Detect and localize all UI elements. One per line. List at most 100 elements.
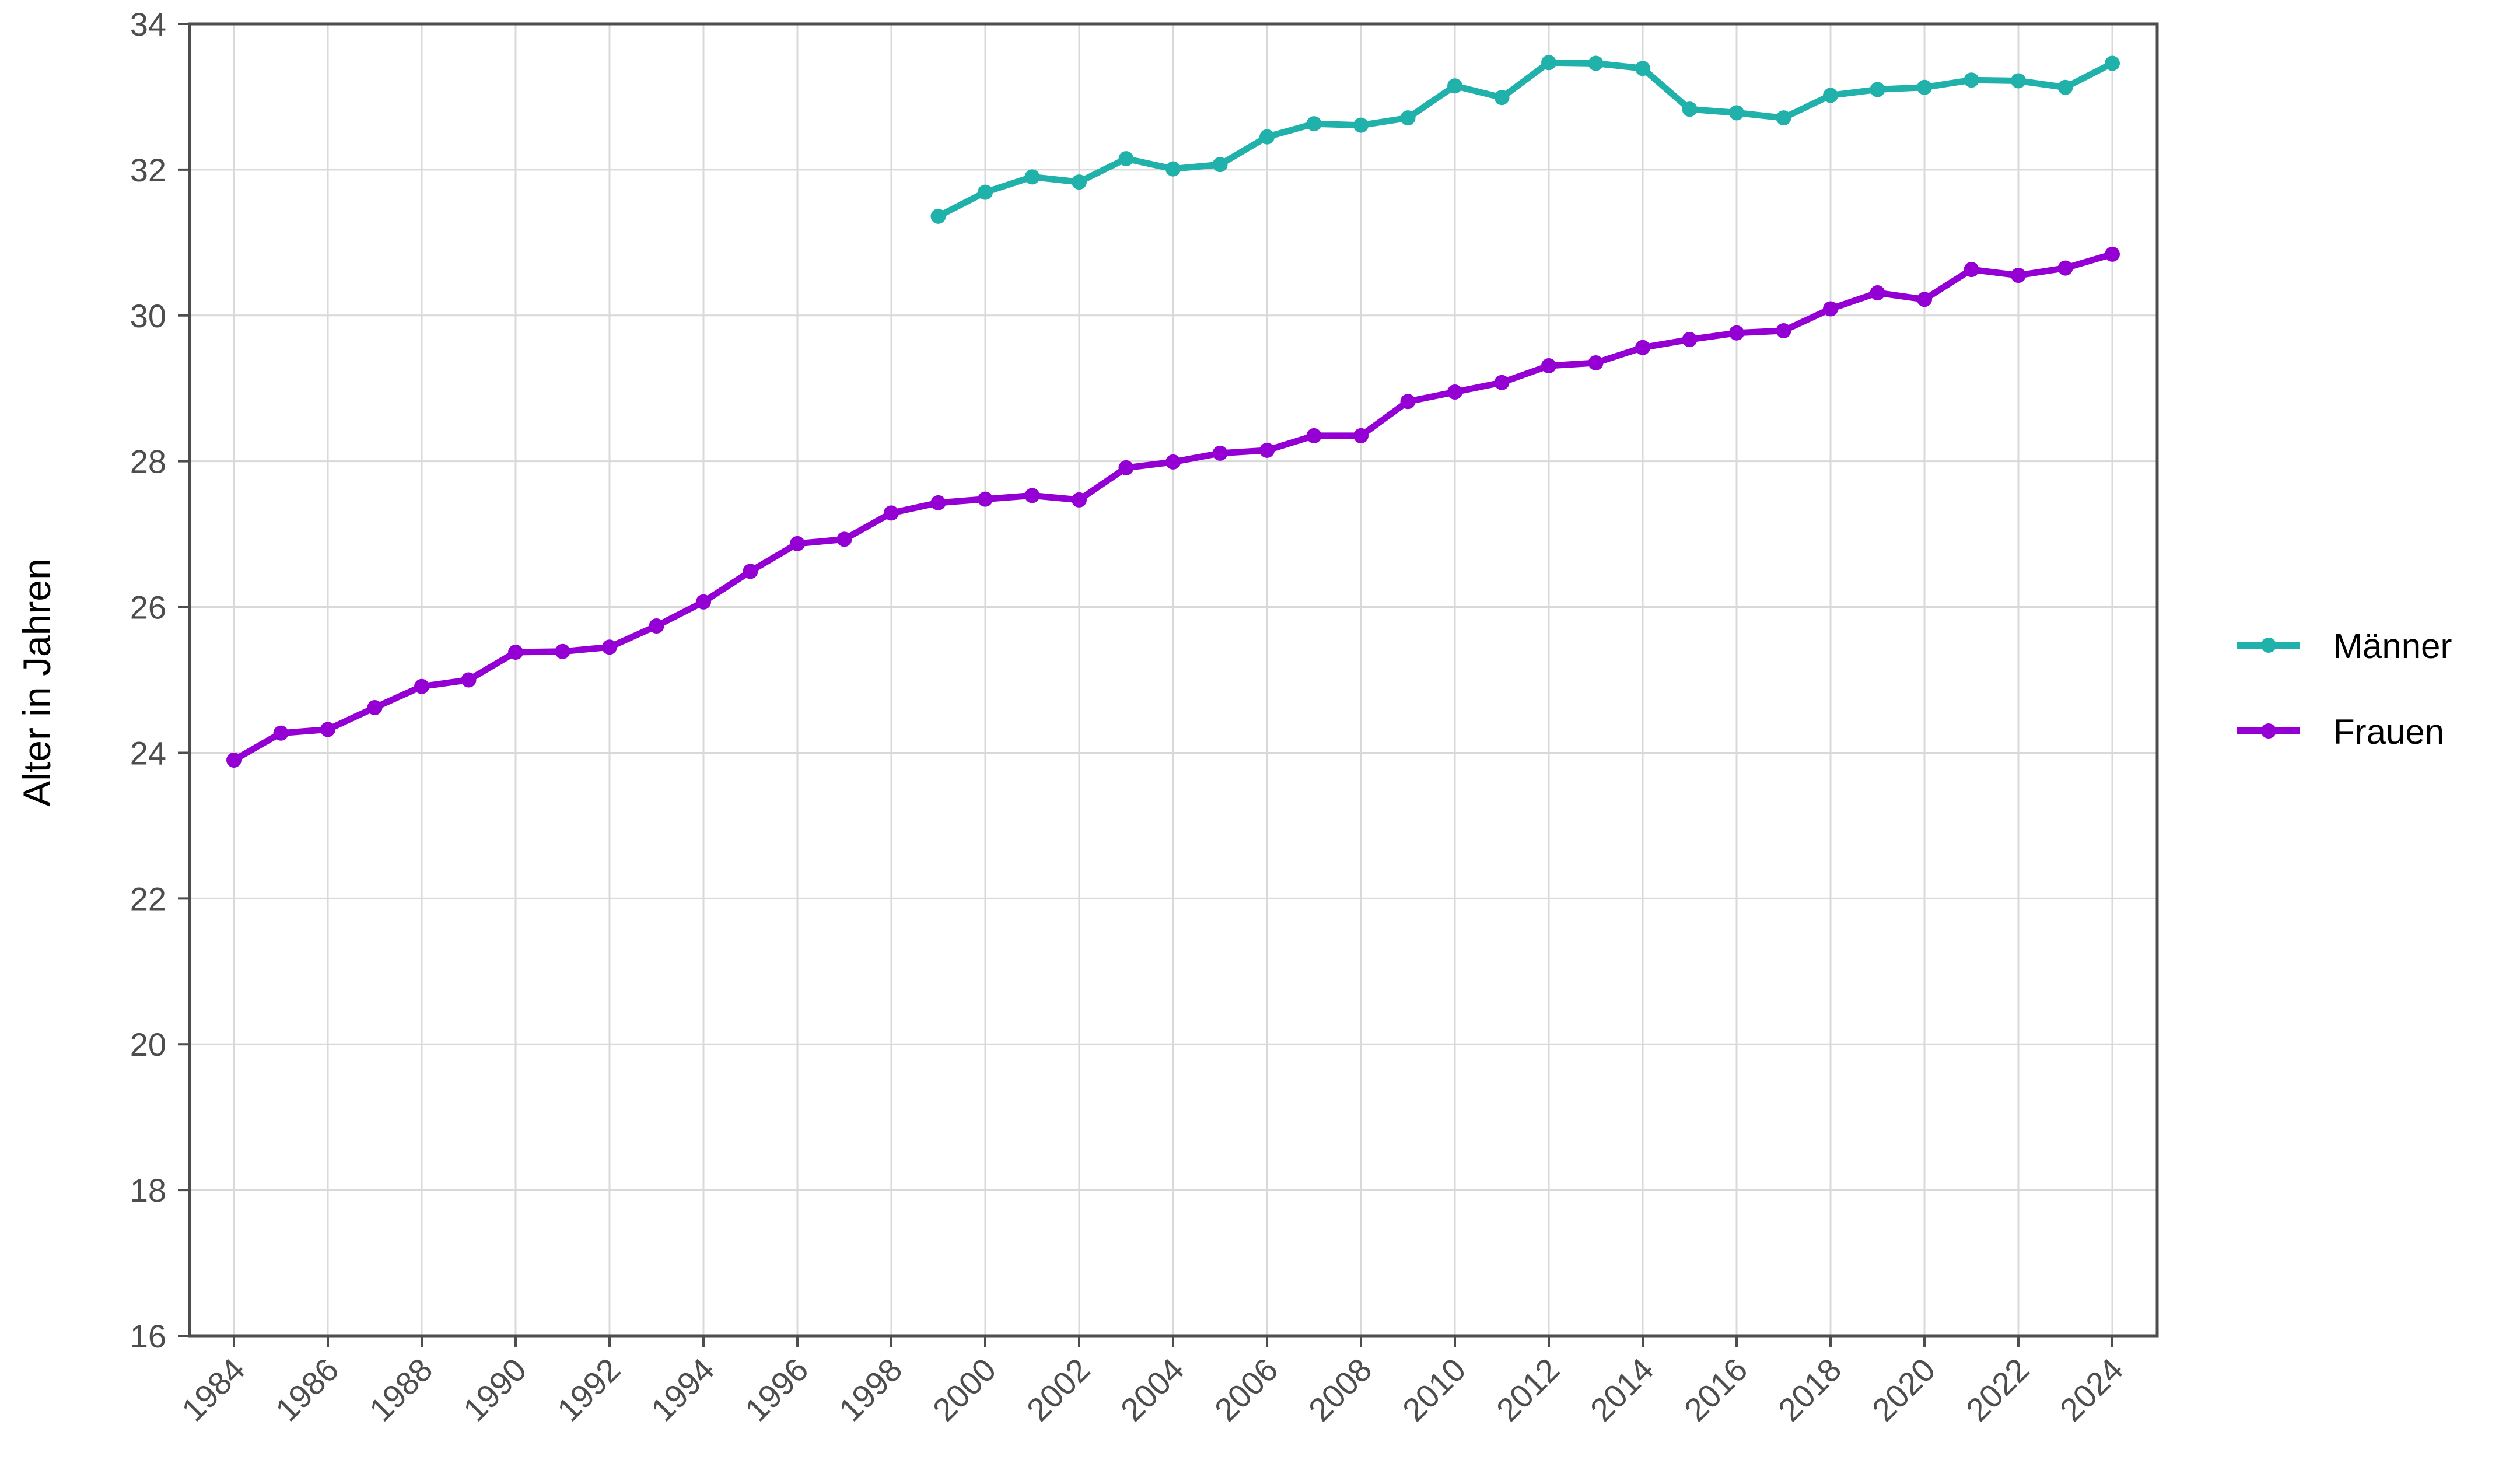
x-tick-label: 1990 (456, 1351, 534, 1429)
y-tick-label: 26 (130, 589, 166, 626)
data-point (1072, 174, 1087, 190)
data-point (1776, 323, 1791, 339)
series-line (936, 59, 2114, 219)
data-point (555, 643, 570, 659)
data-point (461, 672, 477, 688)
y-axis-title: Alter in Jahren (15, 558, 58, 807)
y-tick-label: 20 (130, 1026, 166, 1063)
data-point (1259, 442, 1275, 458)
x-tick-label: 1996 (738, 1351, 816, 1429)
x-tick-label: 2006 (1208, 1351, 1285, 1429)
x-tick-label: 1992 (550, 1351, 628, 1429)
legend-marker-icon (2261, 638, 2276, 653)
data-point (1353, 117, 1368, 133)
data-point (1635, 61, 1650, 76)
x-axis-ticks: 1984 1986 1988 1990 1992 1994 1996 1998 2000 2002… (174, 1336, 2130, 1429)
data-point (1541, 358, 1556, 373)
x-tick-label: 2020 (1865, 1351, 1943, 1429)
data-point (1682, 102, 1698, 117)
data-point (930, 495, 946, 510)
series-frauen (226, 246, 2120, 768)
data-point (1306, 116, 1322, 132)
data-point (884, 505, 899, 521)
data-point (1400, 394, 1416, 410)
data-point (1118, 460, 1134, 475)
data-point (1729, 325, 1744, 341)
series-mnner (930, 55, 2120, 224)
x-tick-label: 1998 (832, 1351, 909, 1429)
x-tick-label: 1994 (644, 1351, 722, 1429)
data-point (1024, 169, 1040, 185)
data-point (1212, 157, 1228, 173)
data-point (367, 699, 383, 715)
data-point (2105, 246, 2120, 262)
y-tick-label: 22 (130, 880, 166, 917)
y-tick-label: 24 (130, 734, 166, 771)
data-point (1729, 105, 1744, 121)
data-point (320, 722, 335, 737)
x-tick-label: 2012 (1489, 1351, 1567, 1429)
data-point (226, 752, 242, 768)
data-point (1166, 454, 1181, 470)
y-tick-label: 28 (130, 443, 166, 480)
y-tick-label: 30 (130, 298, 166, 334)
data-point (1823, 88, 1838, 103)
legend-item-mnner: Männer (2237, 626, 2452, 666)
data-point (414, 678, 429, 694)
data-point (508, 645, 523, 660)
data-point (649, 618, 664, 634)
data-point (1870, 82, 1885, 97)
data-point (273, 725, 289, 741)
data-point (696, 594, 711, 610)
data-point (978, 184, 993, 200)
x-tick-label: 2000 (926, 1351, 1003, 1429)
y-tick-label: 16 (130, 1318, 166, 1354)
data-point (1447, 78, 1462, 94)
data-point (2057, 79, 2073, 95)
data-point (790, 536, 805, 551)
data-point (1118, 151, 1134, 167)
x-tick-label: 2022 (1959, 1351, 2036, 1429)
x-tick-label: 2008 (1301, 1351, 1379, 1429)
data-point (1494, 90, 1510, 106)
data-point (1964, 72, 1979, 88)
data-series (226, 55, 2120, 768)
legend: Männer Frauen (2237, 626, 2452, 751)
data-point (1635, 340, 1650, 355)
data-point (2057, 260, 2073, 276)
data-point (1166, 161, 1181, 177)
data-point (1494, 374, 1510, 390)
x-tick-label: 1984 (174, 1351, 252, 1429)
data-point (1400, 110, 1416, 126)
data-point (1353, 428, 1368, 443)
data-point (1447, 384, 1462, 400)
data-point (1776, 110, 1791, 126)
data-point (743, 564, 758, 579)
x-tick-label: 2024 (2053, 1351, 2130, 1429)
data-point (978, 491, 993, 507)
x-tick-label: 2014 (1583, 1351, 1661, 1429)
data-point (1917, 79, 1932, 95)
data-point (1212, 445, 1228, 461)
data-point (1917, 292, 1932, 307)
data-point (1072, 492, 1087, 508)
x-tick-label: 2010 (1395, 1351, 1473, 1429)
y-axis-ticks: 16 18 20 22 24 26 28 30 32 34 (130, 6, 190, 1354)
data-point (1964, 262, 1979, 278)
x-tick-label: 2016 (1677, 1351, 1755, 1429)
legend-label: Männer (2333, 626, 2452, 666)
data-point (1588, 55, 1604, 71)
data-point (1541, 55, 1556, 71)
data-point (930, 208, 946, 224)
data-point (2011, 268, 2026, 284)
data-point (1306, 428, 1322, 443)
y-tick-label: 32 (130, 152, 166, 188)
data-point (1870, 285, 1885, 301)
x-tick-label: 2002 (1020, 1351, 1097, 1429)
data-point (1682, 332, 1698, 348)
data-point (2105, 55, 2120, 71)
data-point (836, 531, 852, 547)
legend-label: Frauen (2333, 712, 2444, 751)
x-tick-label: 2004 (1114, 1351, 1191, 1429)
